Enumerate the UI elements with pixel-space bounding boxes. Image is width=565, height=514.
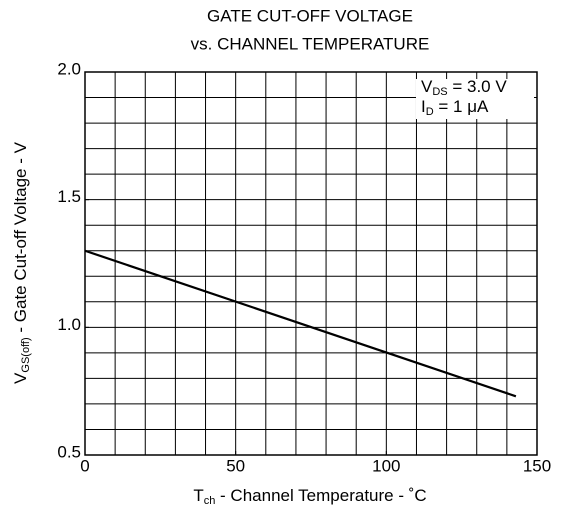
x-tick-label: 50 (226, 456, 245, 475)
annotation-part: = 3.0 V (448, 77, 508, 96)
plot-frame (84, 71, 538, 456)
x-axis-label-part: - Channel Temperature - ˚C (215, 486, 426, 505)
data-line (84, 249, 517, 398)
y-tick-label: 1.0 (57, 315, 81, 334)
annotation: ID = 1 μA (421, 97, 489, 117)
chart-title: GATE CUT-OFF VOLTAGE (207, 6, 413, 25)
x-axis-label-sub: ch (204, 495, 216, 507)
annotation-bg (416, 99, 534, 119)
x-axis-label: Tch - Channel Temperature - ˚C (193, 486, 426, 506)
y-axis-label-part: V (11, 372, 30, 384)
x-tick-label: 0 (80, 456, 89, 475)
y-tick-label: 1.5 (57, 187, 81, 206)
y-axis-label-sub: GS(off) (20, 337, 32, 372)
x-tick-label: 100 (372, 456, 400, 475)
y-tick-label: 0.5 (57, 442, 81, 461)
annotation-part: I (421, 97, 426, 116)
x-axis-label-part: T (193, 486, 203, 505)
annotation-bg (416, 79, 534, 99)
annotation-part: V (421, 77, 433, 96)
x-tick-label: 150 (523, 456, 551, 475)
y-axis-label-part: - Gate Cut-off Voltage - V (11, 141, 30, 337)
chart-title: vs. CHANNEL TEMPERATURE (191, 34, 430, 53)
annotation-part: = 1 μA (434, 97, 489, 116)
annotation-sub: DS (432, 86, 447, 98)
annotation-sub: D (426, 106, 434, 118)
y-axis-label: VGS(off) - Gate Cut-off Voltage - V (11, 141, 31, 384)
annotation: VDS = 3.0 V (421, 77, 507, 97)
y-tick-label: 2.0 (57, 59, 81, 78)
